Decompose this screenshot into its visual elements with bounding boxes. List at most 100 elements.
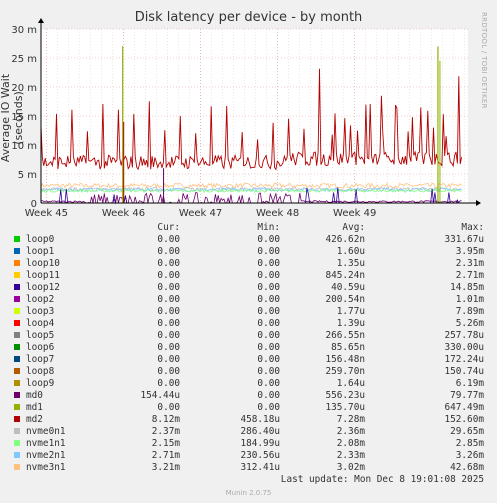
legend-min: 230.56u [195,450,280,461]
legend-cur: 154.44u [100,390,180,401]
legend-name: loop7 [26,354,54,365]
plot-area: 05 m10 m15 m20 m25 m30 mWeek 45 Week 46 We… [0,0,497,222]
legend-min: 0.00 [195,306,280,317]
legend-swatch [14,464,20,470]
legend-row-loop5: loop5 0.00 0.00 266.55n 257.78u [0,330,497,342]
legend-name: loop8 [26,366,54,377]
legend-swatch [14,392,20,398]
legend-min: 312.41u [195,462,280,473]
legend-swatch [14,440,20,446]
legend-avg: 266.55n [280,330,365,341]
y-tick-label: 20 m [11,83,37,94]
legend-max: 14.85m [370,282,484,293]
legend-swatch [14,428,20,434]
legend-row-nvme0n1: nvme0n1 2.37m 286.40u 2.36m 29.65m [0,426,497,438]
legend-row-loop11: loop11 0.00 0.00 845.24n 2.71m [0,270,497,282]
legend-swatch [14,404,20,410]
legend-avg: 135.70u [280,402,365,413]
legend-swatch [14,308,20,314]
legend-min: 0.00 [195,390,280,401]
x-tick-label: Week 48 [256,208,299,219]
legend-cur: 0.00 [100,342,180,353]
legend-row-loop0: loop0 0.00 0.00 426.62n 331.67u [0,234,497,246]
legend-max: 150.74u [370,366,484,377]
legend-avg: 1.39u [280,318,365,329]
legend-min: 184.99u [195,438,280,449]
legend-row-loop2: loop2 0.00 0.00 200.54n 1.01m [0,294,497,306]
legend-cur: 2.37m [100,426,180,437]
legend-swatch [14,344,20,350]
legend-avg: 556.23u [280,390,365,401]
legend-min: 0.00 [195,318,280,329]
legend-avg: 2.33m [280,450,365,461]
y-tick-label: 25 m [11,54,37,65]
legend-cur: 2.71m [100,450,180,461]
legend-row-loop8: loop8 0.00 0.00 259.70n 150.74u [0,366,497,378]
legend-name: loop12 [26,282,60,293]
legend-min: 458.18u [195,414,280,425]
legend-min: 0.00 [195,402,280,413]
legend-cur: 2.15m [100,438,180,449]
legend-max: 29.65m [370,426,484,437]
legend-avg: 7.28m [280,414,365,425]
legend-avg: 426.62n [280,234,365,245]
legend-cur: 0.00 [100,306,180,317]
legend-name: nvme2n1 [26,450,66,461]
legend-row-loop4: loop4 0.00 0.00 1.39u 5.26m [0,318,497,330]
legend-name: loop3 [26,306,54,317]
legend-swatch [14,356,20,362]
legend-swatch [14,320,20,326]
y-tick-label: 10 m [11,141,37,152]
legend-row-nvme1n1: nvme1n1 2.15m 184.99u 2.08m 2.85m [0,438,497,450]
legend-row-loop10: loop10 0.00 0.00 1.35u 2.31m [0,258,497,270]
legend-avg: 85.65n [280,342,365,353]
legend-name: loop0 [26,234,54,245]
legend-row-loop1: loop1 0.00 0.00 1.60u 3.95m [0,246,497,258]
legend-name: loop5 [26,330,54,341]
legend-max: 3.95m [370,246,484,257]
legend-swatch [14,380,20,386]
legend-min: 0.00 [195,258,280,269]
legend-name: loop6 [26,342,54,353]
legend-cur: 8.12m [100,414,180,425]
legend-avg: 40.59u [280,282,365,293]
legend-swatch [14,296,20,302]
legend-max: 257.78u [370,330,484,341]
legend-max: 331.67u [370,234,484,245]
legend-avg: 2.36m [280,426,365,437]
legend-swatch [14,236,20,242]
legend-max: 79.77m [370,390,484,401]
y-axis-arrow [38,18,44,23]
legend-max: 7.89m [370,306,484,317]
legend-max: 6.19m [370,378,484,389]
legend-max: 1.01m [370,294,484,305]
legend-avg: 156.48n [280,354,365,365]
legend-max: 2.31m [370,258,484,269]
legend-name: loop2 [26,294,54,305]
legend-min: 0.00 [195,366,280,377]
legend-row-loop9: loop9 0.00 0.00 1.64u 6.19m [0,378,497,390]
legend-avg: 2.08m [280,438,365,449]
legend-cur: 3.21m [100,462,180,473]
legend-cur: 0.00 [100,270,180,281]
y-tick-label: 30 m [11,25,37,36]
legend-name: loop1 [26,246,54,257]
legend-header-avg: Avg: [280,222,365,233]
legend-name: loop11 [26,270,60,281]
legend-swatch [14,272,20,278]
legend-swatch [14,248,20,254]
legend-header-max: Max: [370,222,484,233]
legend-row-loop7: loop7 0.00 0.00 156.48n 172.24u [0,354,497,366]
legend-header-min: Min: [195,222,280,233]
legend-min: 0.00 [195,354,280,365]
legend-avg: 1.77u [280,306,365,317]
legend-name: nvme0n1 [26,426,66,437]
legend-min: 0.00 [195,378,280,389]
legend-cur: 0.00 [100,366,180,377]
x-tick-label: Week 47 [179,208,222,219]
legend-cur: 0.00 [100,354,180,365]
legend-name: md1 [26,402,43,413]
legend-row-md2: md2 8.12m 458.18u 7.28m 152.60m [0,414,497,426]
x-tick-label: Week 45 [25,208,68,219]
